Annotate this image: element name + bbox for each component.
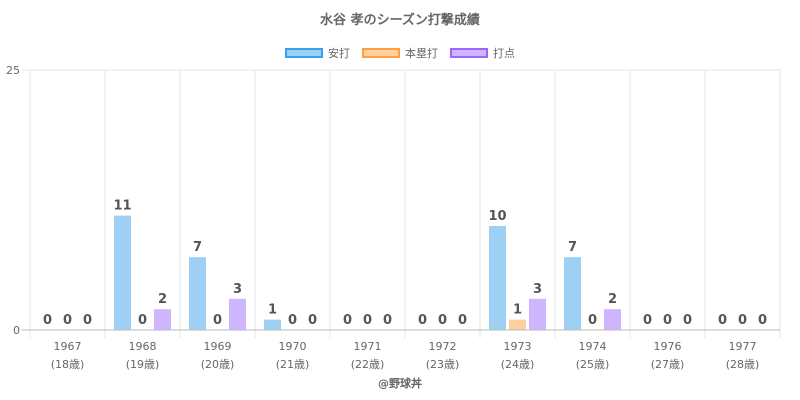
- x-tick-label: 1976: [654, 340, 682, 353]
- legend: 安打 本塁打 打点: [0, 45, 800, 61]
- x-tick-label: 1977: [729, 340, 757, 353]
- legend-label-home-runs: 本塁打: [405, 47, 438, 60]
- bar: [604, 309, 621, 330]
- bar-value-label: 0: [138, 313, 147, 328]
- x-tick-label: 1971: [354, 340, 382, 353]
- legend-label-rbi: 打点: [493, 47, 515, 60]
- bar-value-label: 0: [663, 313, 672, 328]
- x-tick-age-label: (23歳): [426, 358, 460, 371]
- bar: [114, 215, 131, 330]
- x-tick-age-label: (25歳): [576, 358, 610, 371]
- bar-value-label: 7: [193, 240, 202, 255]
- bar-value-label: 0: [83, 313, 92, 328]
- bar-value-label: 0: [43, 313, 52, 328]
- bar-value-label: 0: [363, 313, 372, 328]
- x-tick-label: 1974: [579, 340, 607, 353]
- bar-value-label: 0: [343, 313, 352, 328]
- bar-value-label: 0: [308, 313, 317, 328]
- bar-value-label: 0: [718, 313, 727, 328]
- bar: [154, 309, 171, 330]
- bar-value-label: 0: [383, 313, 392, 328]
- x-tick-label: 1973: [504, 340, 532, 353]
- x-tick-age-label: (28歳): [726, 358, 760, 371]
- bar-value-label: 3: [533, 282, 542, 297]
- x-tick-age-label: (22歳): [351, 358, 385, 371]
- bar-value-label: 0: [63, 313, 72, 328]
- x-tick-label: 1967: [54, 340, 82, 353]
- bar: [564, 257, 581, 330]
- x-tick-age-label: (27歳): [651, 358, 685, 371]
- legend-swatch-hits: [285, 48, 323, 58]
- y-tick-label: 25: [6, 64, 20, 77]
- bar-value-label: 0: [458, 313, 467, 328]
- bar-value-label: 0: [288, 313, 297, 328]
- chart-title: 水谷 孝のシーズン打撃成績: [320, 13, 480, 28]
- bar-value-label: 0: [683, 313, 692, 328]
- bar: [189, 257, 206, 330]
- x-tick-age-label: (18歳): [51, 358, 85, 371]
- bar-value-label: 0: [643, 313, 652, 328]
- legend-label-hits: 安打: [328, 47, 350, 60]
- bar: [509, 319, 526, 330]
- bar: [229, 298, 246, 330]
- bar-value-label: 0: [758, 313, 767, 328]
- legend-item-hits[interactable]: 安打: [285, 45, 350, 61]
- bar-value-label: 0: [213, 313, 222, 328]
- bar-value-label: 3: [233, 282, 242, 297]
- bar-value-label: 2: [158, 292, 167, 307]
- x-tick-label: 1970: [279, 340, 307, 353]
- credit-label: @野球丼: [378, 377, 422, 390]
- legend-swatch-rbi: [450, 48, 488, 58]
- bar-value-label: 0: [588, 313, 597, 328]
- bar-value-label: 0: [438, 313, 447, 328]
- legend-item-rbi[interactable]: 打点: [450, 45, 515, 61]
- x-tick-age-label: (20歳): [201, 358, 235, 371]
- bar: [529, 298, 546, 330]
- bar: [489, 226, 506, 330]
- legend-swatch-home-runs: [362, 48, 400, 58]
- x-tick-label: 1968: [129, 340, 157, 353]
- bar-value-label: 1: [268, 303, 277, 318]
- bar-value-label: 0: [738, 313, 747, 328]
- x-tick-age-label: (19歳): [126, 358, 160, 371]
- bar-value-label: 11: [113, 199, 131, 214]
- bar-value-label: 0: [418, 313, 427, 328]
- bar-value-label: 1: [513, 303, 522, 318]
- x-tick-age-label: (21歳): [276, 358, 310, 371]
- bar-value-label: 7: [568, 240, 577, 255]
- y-tick-label: 0: [13, 324, 20, 337]
- bar-value-label: 10: [488, 209, 506, 224]
- x-tick-age-label: (24歳): [501, 358, 535, 371]
- legend-item-home-runs[interactable]: 本塁打: [362, 45, 438, 61]
- x-tick-label: 1969: [204, 340, 232, 353]
- bar: [264, 319, 281, 330]
- x-tick-label: 1972: [429, 340, 457, 353]
- bar-value-label: 2: [608, 292, 617, 307]
